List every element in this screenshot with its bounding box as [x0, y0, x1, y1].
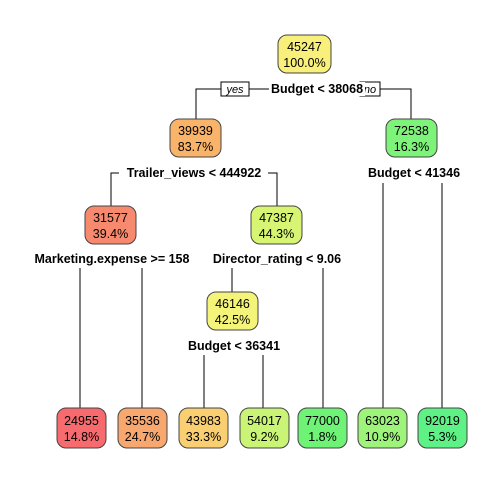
tree-nodes: 45247 100.0% 39939 83.7% 72538 16.3% 315…: [56, 34, 468, 449]
node-n2-percent: 83.7%: [178, 140, 213, 154]
node-n2-value: 39939: [178, 124, 213, 138]
node-leaf-n21: 54017 9.2%: [239, 407, 290, 449]
node-n8-box: [56, 407, 107, 449]
split-label-background: [365, 166, 463, 180]
node-root-box: [277, 34, 332, 74]
node-n5: 47387 44.3%: [250, 205, 303, 245]
node-n11-value: 77000: [305, 414, 340, 428]
node-n5-percent: 44.3%: [259, 227, 294, 241]
node-root-percent: 100.0%: [283, 56, 325, 70]
edge-n2-left: [110, 172, 119, 206]
node-n4-value: 31577: [93, 211, 128, 225]
node-n9-box: [117, 407, 168, 449]
node-n5-value: 47387: [259, 211, 294, 225]
node-n21-value: 54017: [247, 414, 282, 428]
node-n8-value: 24955: [64, 414, 99, 428]
split-label-n10: Budget < 36341: [188, 339, 280, 353]
yes-label: yes: [225, 84, 244, 96]
node-n20-percent: 33.3%: [186, 430, 221, 444]
node-n6-box: [357, 407, 408, 449]
node-n11-box: [297, 407, 348, 449]
node-leaf-n7: 92019 5.3%: [417, 407, 468, 449]
split-label-background: [268, 82, 366, 96]
node-n4-percent: 39.4%: [93, 227, 128, 241]
node-n10: 46146 42.5%: [206, 291, 259, 331]
node-n7-percent: 5.3%: [428, 430, 457, 444]
node-leaf-n6: 63023 10.9%: [357, 407, 408, 449]
node-root-value: 45247: [287, 40, 322, 54]
node-n2-box: [169, 118, 222, 158]
node-n7-box: [417, 407, 468, 449]
node-n21-percent: 9.2%: [250, 430, 279, 444]
node-n20-value: 43983: [186, 414, 221, 428]
split-label-background: [185, 339, 283, 353]
split-label-background: [32, 252, 192, 266]
split-label-n5: Director_rating < 9.06: [213, 252, 341, 266]
split-label-background: [210, 252, 344, 266]
node-n3: 72538 16.3%: [385, 118, 438, 158]
node-n8-percent: 14.8%: [64, 430, 99, 444]
node-n4-box: [84, 205, 137, 245]
node-leaf-n9: 35536 24.7%: [117, 407, 168, 449]
split-label-background: [124, 166, 264, 180]
node-n11-percent: 1.8%: [308, 430, 337, 444]
node-n9-value: 35536: [125, 414, 160, 428]
node-n9-percent: 24.7%: [125, 430, 160, 444]
node-leaf-n8: 24955 14.8%: [56, 407, 107, 449]
node-n10-box: [206, 291, 259, 331]
node-n3-value: 72538: [394, 124, 429, 138]
split-label-root: Budget < 38068: [271, 82, 363, 96]
node-root: 45247 100.0%: [277, 34, 332, 74]
split-label-n4: Marketing.expense >= 158: [35, 252, 190, 266]
no-label: no: [364, 84, 376, 96]
node-n20-box: [178, 407, 229, 449]
yes-tag: yes: [220, 81, 250, 97]
node-n6-value: 63023: [365, 414, 400, 428]
node-n10-value: 46146: [215, 297, 250, 311]
split-label-n3: Budget < 41346: [368, 166, 460, 180]
node-n2: 39939 83.7%: [169, 118, 222, 158]
node-n3-box: [385, 118, 438, 158]
node-n21-box: [239, 407, 290, 449]
node-n6-percent: 10.9%: [365, 430, 400, 444]
node-n4: 31577 39.4%: [84, 205, 137, 245]
split-label-n2: Trailer_views < 444922: [127, 166, 262, 180]
node-leaf-n20: 43983 33.3%: [178, 407, 229, 449]
edge-n2-right: [268, 172, 278, 206]
node-n7-value: 92019: [425, 414, 460, 428]
split-labels: Budget < 38068 Trailer_views < 444922 Bu…: [32, 82, 463, 353]
node-leaf-n11: 77000 1.8%: [297, 407, 348, 449]
node-n5-box: [250, 205, 303, 245]
node-n3-percent: 16.3%: [394, 140, 429, 154]
node-n10-percent: 42.5%: [215, 313, 250, 327]
